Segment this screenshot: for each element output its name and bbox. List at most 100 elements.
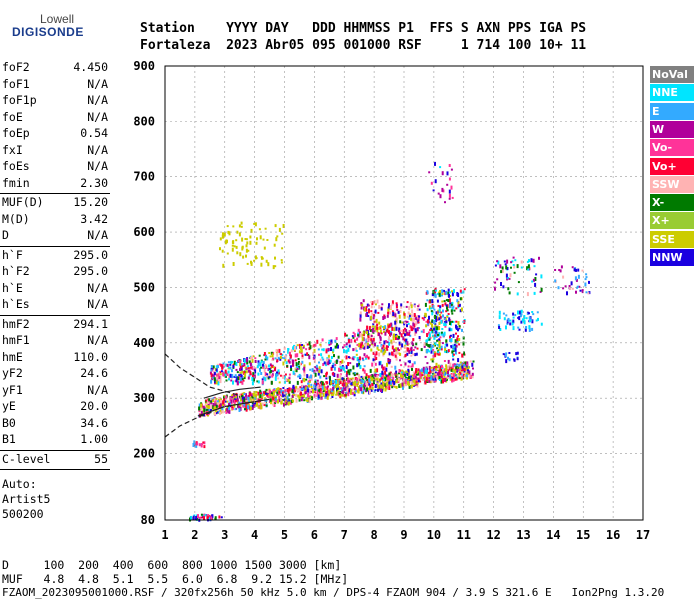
echo-point xyxy=(371,312,374,316)
echo-point xyxy=(335,344,338,349)
param-yf1-value: N/A xyxy=(87,382,108,397)
echo-point xyxy=(296,353,299,358)
echo-point xyxy=(374,368,377,373)
echo-point xyxy=(212,407,215,412)
echo-point xyxy=(407,365,410,368)
echo-point xyxy=(253,393,256,398)
distance-row: D 100 200 400 600 800 1000 1500 3000 [km… xyxy=(2,558,342,572)
echo-point xyxy=(260,372,263,375)
echo-point xyxy=(385,384,387,389)
echo-point xyxy=(321,338,324,342)
echo-point xyxy=(289,357,292,360)
echo-point xyxy=(395,356,398,361)
echo-point xyxy=(212,399,214,403)
echo-point xyxy=(410,365,413,368)
echo-point xyxy=(435,326,438,331)
echo-point xyxy=(460,291,463,294)
echo-point xyxy=(441,328,444,330)
echo-point xyxy=(245,358,248,363)
echo-point xyxy=(417,378,420,383)
echo-point xyxy=(412,349,415,351)
param-hf-label: h`F xyxy=(2,247,23,262)
param-hme-label: hmE xyxy=(2,349,23,364)
echo-point xyxy=(249,366,252,369)
echo-point xyxy=(389,332,391,337)
echo-point xyxy=(380,349,383,353)
echo-point xyxy=(308,355,311,360)
x-tick-label: 11 xyxy=(457,528,471,542)
echo-point xyxy=(225,410,228,414)
echo-point xyxy=(373,330,376,333)
echo-point xyxy=(372,376,375,380)
echo-point xyxy=(375,374,378,377)
echo-point xyxy=(430,327,433,330)
echo-point xyxy=(577,268,580,272)
echo-point xyxy=(327,361,330,366)
echo-point xyxy=(575,290,577,294)
echo-point xyxy=(459,309,462,313)
echo-point xyxy=(413,323,416,328)
echo-point xyxy=(447,299,450,302)
echo-point xyxy=(246,262,249,265)
echo-point xyxy=(531,311,534,313)
echo-point xyxy=(505,352,508,355)
echo-point xyxy=(445,339,448,344)
echo-point xyxy=(252,372,255,377)
echo-point xyxy=(416,373,418,376)
echo-point xyxy=(241,245,244,249)
echo-point xyxy=(207,402,210,404)
echo-point xyxy=(507,317,510,322)
echo-point xyxy=(368,382,371,386)
echo-point xyxy=(229,373,232,378)
echo-point xyxy=(406,373,409,376)
x-tick-label: 16 xyxy=(606,528,620,542)
echo-point xyxy=(369,385,372,389)
echo-point xyxy=(207,408,210,411)
echo-point xyxy=(461,328,463,332)
echo-point xyxy=(408,342,411,345)
echo-point xyxy=(229,363,232,366)
echo-point xyxy=(250,260,252,264)
echo-point xyxy=(448,189,451,194)
echo-point xyxy=(435,374,438,377)
echo-point xyxy=(253,377,255,382)
echo-point xyxy=(446,315,449,318)
echo-point xyxy=(376,375,379,379)
echo-point xyxy=(215,380,218,385)
echo-point xyxy=(359,365,362,369)
profile-curve xyxy=(164,353,240,396)
echo-point xyxy=(415,342,418,346)
echo-point xyxy=(219,398,221,403)
echo-point xyxy=(248,374,251,377)
echo-point xyxy=(288,393,291,397)
echo-point xyxy=(436,325,439,328)
echo-point xyxy=(405,371,408,374)
echo-point xyxy=(277,371,280,375)
echo-point xyxy=(272,394,275,397)
echo-point xyxy=(443,289,445,292)
legend-item-vo: Vo+ xyxy=(650,157,694,175)
echo-point xyxy=(446,309,449,312)
echo-point xyxy=(267,390,270,393)
echo-point xyxy=(398,383,401,388)
echo-point xyxy=(338,394,341,397)
echo-point xyxy=(247,249,250,252)
echo-point xyxy=(314,380,317,383)
echo-point xyxy=(377,374,380,376)
echo-point xyxy=(354,347,357,352)
echo-point xyxy=(360,306,363,310)
echo-point xyxy=(391,326,394,331)
y-tick-label: 800 xyxy=(133,114,155,128)
echo-point xyxy=(295,369,298,373)
echo-point xyxy=(432,305,435,310)
x-tick-label: 9 xyxy=(400,528,407,542)
echo-point xyxy=(213,398,216,402)
echo-point xyxy=(456,374,459,377)
echo-point xyxy=(339,361,342,364)
echo-point xyxy=(266,357,269,361)
echo-point xyxy=(311,374,314,378)
echo-point xyxy=(218,405,221,409)
echo-point xyxy=(274,376,277,381)
echo-point xyxy=(395,385,398,389)
echo-point xyxy=(385,367,388,372)
